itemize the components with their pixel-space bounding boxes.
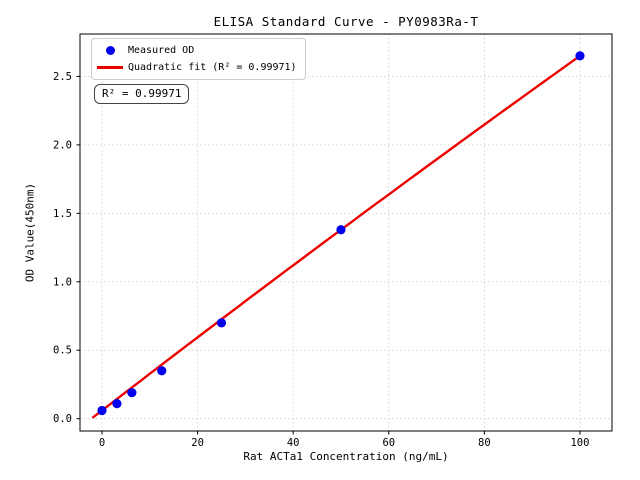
legend-entry-quadratic-fit: Quadratic fit (R² = 0.99971) xyxy=(92,59,297,76)
x-tick-label: 60 xyxy=(382,437,395,449)
x-tick-label: 100 xyxy=(570,437,589,449)
y-tick-label: 2.0 xyxy=(53,139,72,151)
y-axis-label: OD Value(450nm) xyxy=(23,182,37,283)
y-tick-label: 1.5 xyxy=(53,208,72,220)
data-point xyxy=(575,51,585,61)
x-axis-label: Rat ACTa1 Concentration (ng/mL) xyxy=(243,450,449,463)
y-tick-label: 0.0 xyxy=(53,413,72,425)
x-tick-label: 80 xyxy=(478,437,491,449)
data-point xyxy=(216,318,227,328)
data-point xyxy=(157,366,167,376)
legend-label: Measured OD xyxy=(128,45,195,56)
chart-title: ELISA Standard Curve - PY0983Ra-T xyxy=(213,14,479,29)
x-tick-label: 40 xyxy=(287,437,300,449)
r-squared-annotation: R² = 0.99971 xyxy=(94,84,190,104)
legend-swatch xyxy=(92,46,128,55)
legend-label: Quadratic fit (R² = 0.99971) xyxy=(128,62,297,73)
data-point xyxy=(97,405,107,416)
x-tick-label: 20 xyxy=(191,437,204,449)
y-tick-label: 2.5 xyxy=(53,71,72,83)
legend-swatch xyxy=(92,66,128,69)
x-tick-label: 0 xyxy=(99,437,105,449)
data-point xyxy=(336,225,346,235)
fit-line-marker-icon xyxy=(97,66,123,69)
data-point xyxy=(127,388,137,398)
fit-line xyxy=(91,54,581,419)
data-point xyxy=(112,399,122,409)
measured-od-marker-icon xyxy=(105,46,115,55)
y-tick-label: 0.5 xyxy=(53,345,72,357)
y-tick-label: 1.0 xyxy=(53,276,72,288)
legend-entry-measured-od: Measured OD xyxy=(92,42,297,59)
plot-frame xyxy=(79,33,613,432)
legend: Measured OD Quadratic fit (R² = 0.99971) xyxy=(91,38,306,80)
